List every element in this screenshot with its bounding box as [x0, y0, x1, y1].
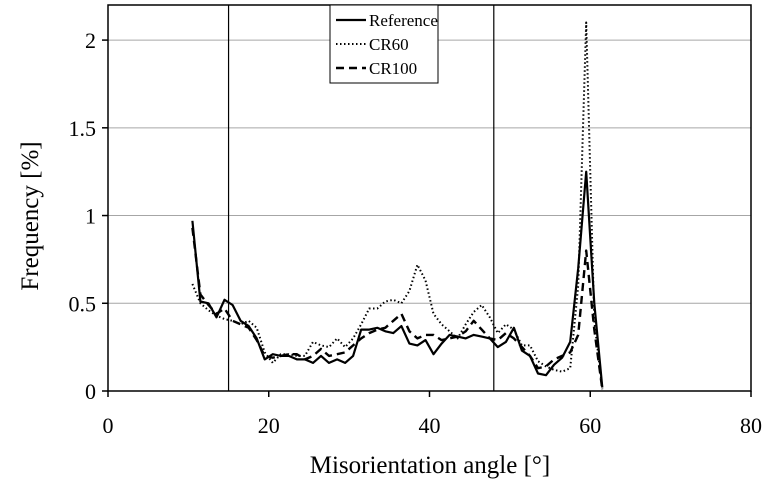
x-tick-label: 0 — [103, 413, 114, 438]
legend-label-cr60: CR60 — [369, 35, 409, 54]
y-tick-label: 1 — [85, 204, 96, 229]
x-axis-title: Misorientation angle [°] — [310, 452, 551, 479]
y-axis-title: Frequency [%] — [17, 141, 44, 290]
y-axis-ticks: 0 0.5 1 1.5 2 — [69, 28, 108, 404]
x-tick-label: 80 — [740, 413, 762, 438]
legend-label-reference: Reference — [369, 11, 438, 30]
x-tick-label: 60 — [579, 413, 601, 438]
x-tick-label: 20 — [258, 413, 280, 438]
series-line-cr100 — [191, 227, 604, 390]
legend: Reference CR60 CR100 — [329, 4, 439, 84]
y-tick-label: 2 — [85, 28, 96, 53]
y-tick-label: 0.5 — [69, 291, 97, 316]
x-tick-label: 40 — [419, 413, 441, 438]
x-axis-ticks: 0 20 40 60 80 — [103, 391, 762, 438]
legend-label-cr100: CR100 — [369, 59, 417, 78]
vertical-markers — [227, 5, 495, 391]
series-lines — [191, 21, 604, 390]
y-tick-label: 1.5 — [69, 116, 97, 141]
y-tick-label: 0 — [85, 379, 96, 404]
